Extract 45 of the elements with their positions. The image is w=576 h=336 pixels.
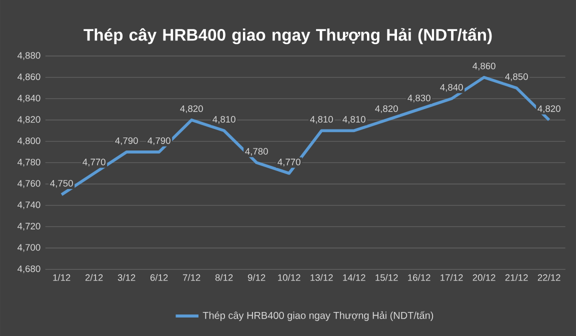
x-tick-label: 13/12 bbox=[310, 274, 333, 281]
data-label: 4,810 bbox=[212, 116, 236, 124]
data-label: 4,820 bbox=[375, 105, 398, 114]
x-tick-label: 3/12 bbox=[118, 274, 136, 281]
y-tick-label: 4,760 bbox=[17, 180, 40, 188]
x-tick-label: 6/12 bbox=[150, 274, 168, 281]
data-label: 4,780 bbox=[245, 148, 268, 156]
legend-label: Thép cây HRB400 giao ngay Thượng Hải (NDT/tấn) bbox=[202, 311, 434, 321]
x-tick-label: 15/12 bbox=[376, 274, 398, 281]
y-tick-label: 4,700 bbox=[17, 244, 40, 252]
x-tick-label: 16/12 bbox=[408, 274, 430, 281]
y-tick-label: 4,860 bbox=[17, 73, 40, 82]
x-tick-label: 21/12 bbox=[505, 274, 528, 281]
x-tick-label: 9/12 bbox=[248, 274, 266, 281]
data-label: 4,860 bbox=[472, 62, 496, 70]
x-tick-label: 17/12 bbox=[440, 274, 463, 281]
x-tick-label: 14/12 bbox=[343, 274, 366, 281]
data-label: 4,750 bbox=[50, 180, 73, 188]
data-label: 4,790 bbox=[115, 137, 138, 146]
y-tick-label: 4,820 bbox=[17, 116, 40, 124]
y-tick-label: 4,680 bbox=[17, 265, 40, 274]
x-tick-label: 2/12 bbox=[85, 274, 103, 281]
data-label: 4,840 bbox=[440, 84, 463, 92]
data-label: 4,820 bbox=[180, 105, 203, 114]
x-tick-label: 8/12 bbox=[215, 274, 233, 281]
data-label: 4,810 bbox=[342, 116, 366, 124]
y-tick-label: 4,800 bbox=[17, 137, 40, 146]
data-label: 4,850 bbox=[505, 73, 528, 82]
data-label: 4,810 bbox=[310, 116, 333, 124]
y-tick-label: 4,740 bbox=[17, 201, 40, 210]
data-label: 4,830 bbox=[408, 94, 430, 102]
data-label: 4,770 bbox=[82, 158, 106, 166]
chart-title: Thép cây HRB400 giao ngay Thượng Hải (NDT/tấn) bbox=[84, 28, 492, 44]
data-label: 4,770 bbox=[278, 158, 300, 166]
y-tick-label: 4,720 bbox=[17, 222, 40, 231]
x-tick-label: 22/12 bbox=[538, 274, 560, 281]
data-label: 4,790 bbox=[148, 137, 170, 146]
y-tick-label: 4,780 bbox=[17, 158, 40, 167]
data-label: 4,820 bbox=[538, 105, 560, 114]
x-tick-label: 10/12 bbox=[278, 274, 300, 281]
x-tick-label: 1/12 bbox=[53, 274, 70, 281]
x-tick-label: 7/12 bbox=[182, 274, 200, 281]
y-tick-label: 4,880 bbox=[17, 52, 40, 60]
y-tick-label: 4,840 bbox=[17, 94, 40, 103]
x-tick-label: 20/12 bbox=[472, 274, 496, 281]
